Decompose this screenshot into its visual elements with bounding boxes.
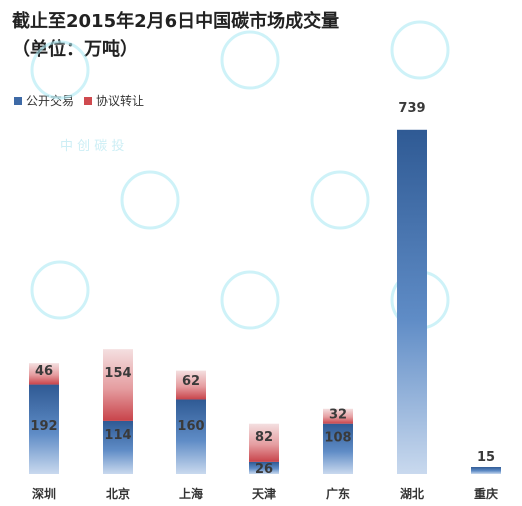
- category-label-guangdong: 广东: [326, 486, 350, 501]
- bar-public-guangdong: [323, 423, 353, 474]
- watermark-layer: 中 创 碳 投: [30, 20, 450, 330]
- data-label-agreement-guangdong: 32: [329, 408, 347, 423]
- watermark-circle: [390, 20, 450, 80]
- data-label-public-tianjin: 26: [255, 462, 273, 477]
- watermark-circle: [30, 260, 90, 320]
- legend-swatch-public: [14, 96, 22, 105]
- data-label-public-chongqing: 15: [477, 450, 495, 465]
- bar-public-beijing: [103, 420, 133, 474]
- chart-title: 截止至2015年2月6日中国碳市场成交量 （单位：万吨）: [12, 8, 339, 64]
- data-label-public-shenzhen: 192: [30, 419, 57, 434]
- chart-subtitle: （单位：万吨）: [12, 39, 138, 60]
- bar-public-tianjin: [249, 461, 279, 474]
- legend-label-agreement: 协议转让: [96, 94, 145, 108]
- data-label-public-shanghai: 160: [177, 419, 204, 434]
- data-label-agreement-tianjin: 82: [255, 430, 273, 445]
- bar-agreement-shanghai: [176, 370, 206, 400]
- bar-agreement-guangdong: [323, 408, 353, 424]
- bars-layer: [29, 129, 501, 474]
- data-label-public-beijing: 114: [104, 428, 131, 443]
- category-label-shanghai: 上海: [179, 486, 203, 501]
- category-label-tianjin: 天津: [252, 486, 276, 501]
- labels-layer: 46 192 深圳 154 114 北京 62 160 上海 82 26 天津 32 108 广东 739 湖北…: [30, 101, 498, 501]
- chart-title-line1: 截止至2015年2月6日中国碳市场成交量: [12, 11, 340, 32]
- data-label-agreement-beijing: 154: [104, 366, 131, 381]
- bar-public-hubei: [397, 129, 427, 474]
- legend-swatch-agreement: [84, 96, 93, 105]
- bar-public-shenzhen: [29, 384, 59, 474]
- category-label-shenzhen: 深圳: [32, 486, 56, 501]
- data-label-public-guangdong: 108: [324, 431, 351, 446]
- watermark-circle: [310, 170, 370, 230]
- watermark-circle: [120, 170, 180, 230]
- data-label-agreement-shenzhen: 46: [35, 364, 53, 379]
- bar-agreement-beijing: [103, 349, 133, 421]
- data-label-agreement-shanghai: 62: [182, 374, 200, 389]
- watermark-text: 中 创 碳 投: [60, 138, 124, 154]
- data-label-public-hubei: 739: [398, 101, 425, 116]
- bar-agreement-shenzhen: [29, 363, 59, 385]
- bar-agreement-tianjin: [249, 423, 279, 462]
- watermark-circle: [30, 40, 90, 100]
- bar-public-shanghai: [176, 399, 206, 474]
- watermark-circle: [220, 270, 280, 330]
- category-label-beijing: 北京: [106, 486, 130, 501]
- watermark-circle: [220, 30, 280, 90]
- legend-item-agreement: 协议转让: [84, 92, 144, 109]
- bar-public-chongqing: [471, 467, 501, 474]
- category-label-chongqing: 重庆: [474, 486, 498, 501]
- category-label-hubei: 湖北: [400, 486, 424, 501]
